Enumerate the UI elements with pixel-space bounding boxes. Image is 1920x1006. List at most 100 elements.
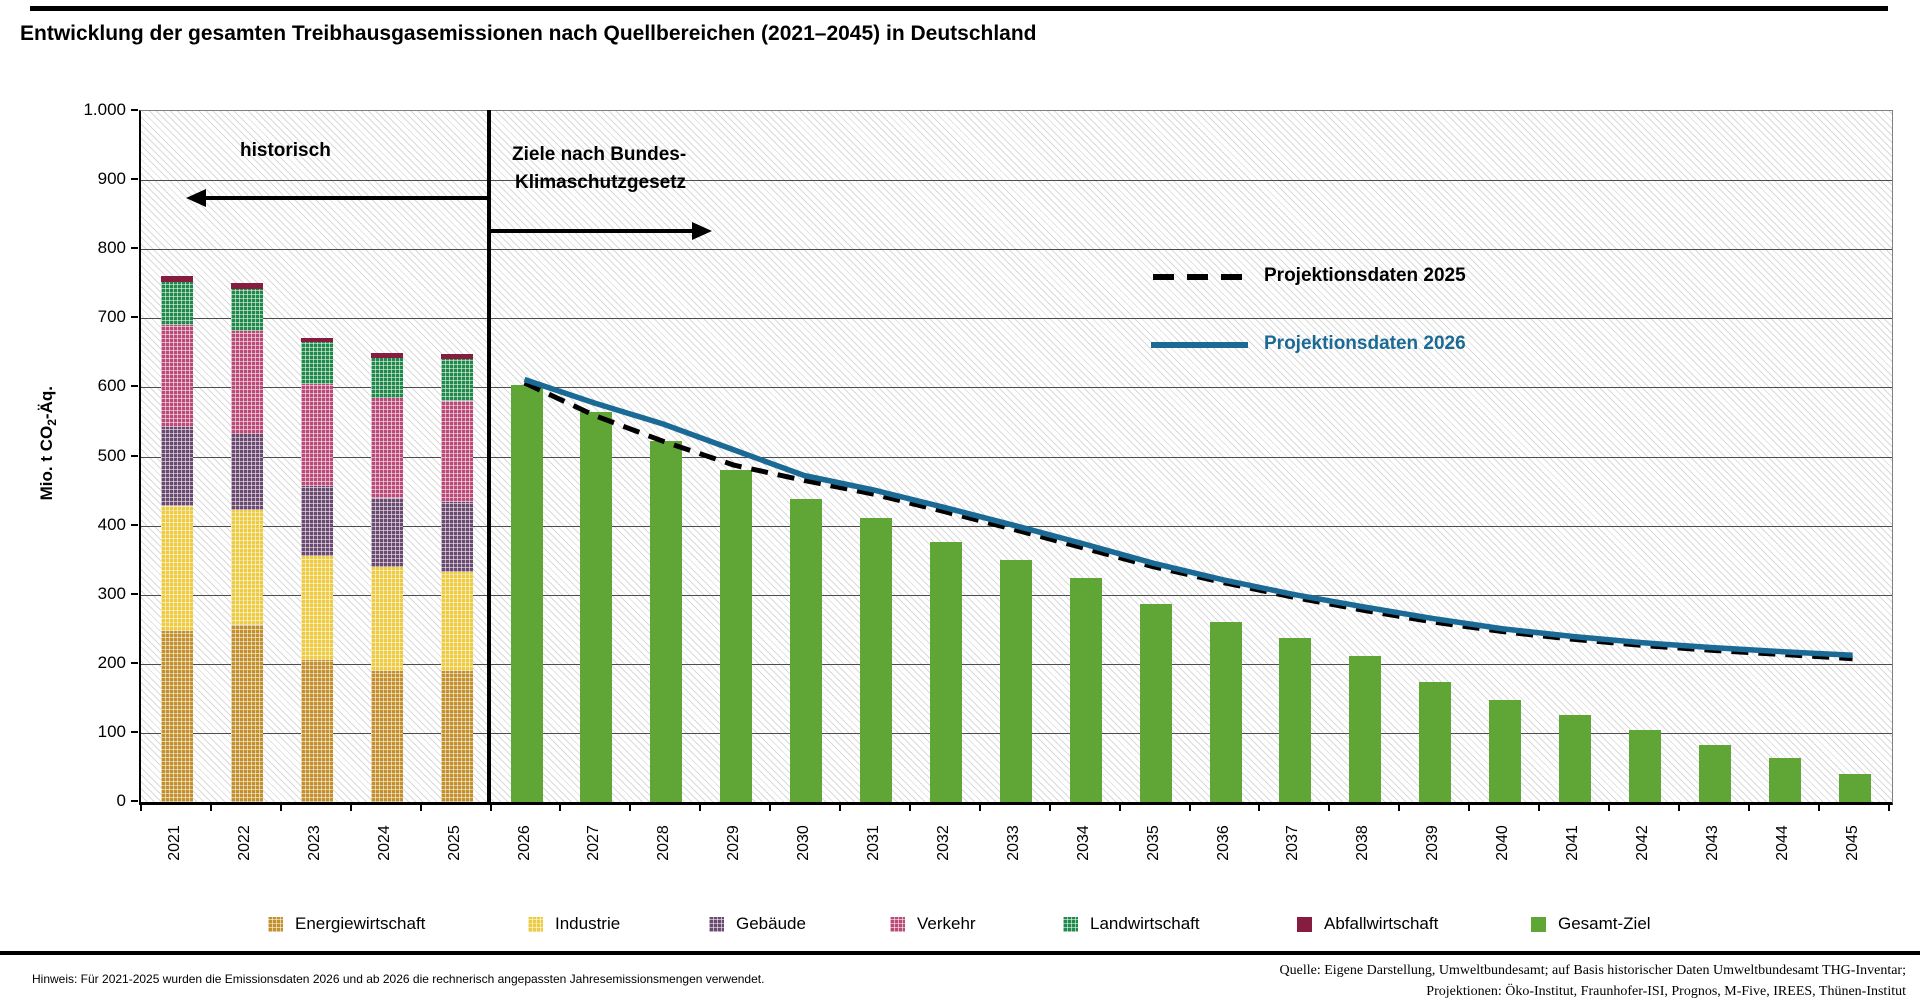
abfallwirtschaft-swatch-icon	[1297, 917, 1312, 932]
bar-2022-Gebäude	[230, 434, 263, 511]
bar-2021-Landwirtschaft	[161, 282, 193, 325]
x-tick-mark-19	[1468, 804, 1471, 811]
y-tick-mark-500	[131, 454, 138, 457]
x-tick-mark-13	[1048, 804, 1051, 811]
x-label-2031: 2031	[865, 825, 882, 861]
y-tick-label-700: 700	[97, 307, 126, 327]
bar-2024-Gebäude	[370, 497, 403, 568]
x-tick-mark-5	[489, 804, 492, 811]
legend-label-verkehr: Verkehr	[917, 914, 976, 933]
x-tick-mark-23	[1747, 804, 1750, 811]
y-tick-label-400: 400	[97, 514, 126, 534]
bottom-rule	[0, 951, 1920, 955]
x-tick-mark-7	[629, 804, 632, 811]
landwirtschaft-swatch-icon	[1063, 917, 1078, 932]
bar-2042-gesamt-ziel	[1628, 730, 1661, 802]
x-label-2040: 2040	[1494, 825, 1512, 861]
x-label-2032: 2032	[934, 825, 952, 861]
y-tick-label-0: 0	[116, 791, 126, 810]
x-tick-mark-20	[1538, 804, 1541, 811]
x-label-2030: 2030	[795, 825, 813, 861]
plot-area	[139, 110, 1893, 805]
bar-2025-Abfallwirtschaft	[440, 354, 473, 360]
x-tick-mark-10	[839, 804, 842, 811]
x-tick-mark-22	[1677, 804, 1680, 811]
bar-2041-gesamt-ziel	[1559, 714, 1591, 802]
bar-2025-Landwirtschaft	[440, 359, 473, 401]
bar-2034-gesamt-ziel	[1069, 578, 1102, 802]
verkehr-swatch-icon	[890, 917, 905, 932]
y-tick-mark-700	[131, 316, 138, 319]
legend-label-gesamt-ziel: Gesamt-Ziel	[1558, 914, 1651, 933]
x-tick-mark-8	[699, 804, 702, 811]
bar-2023-Landwirtschaft	[300, 342, 333, 384]
x-label-2033: 2033	[1004, 825, 1022, 861]
bar-2021-Verkehr	[161, 324, 193, 427]
source-note: Quelle: Eigene Darstellung, Umweltbundes…	[1280, 960, 1906, 1002]
bar-2021-Energiewirtschaft	[161, 631, 193, 802]
bar-2036-gesamt-ziel	[1209, 621, 1242, 802]
gesamt-ziel-swatch-icon	[1531, 917, 1546, 932]
x-label-2045: 2045	[1843, 825, 1861, 861]
x-label-2034: 2034	[1074, 825, 1092, 861]
legend-label-energiewirtschaft: Energiewirtschaft	[295, 914, 426, 933]
y-axis-title-sub: 2	[45, 419, 60, 426]
bar-2033-gesamt-ziel	[999, 560, 1032, 802]
bar-2022-Industrie	[230, 510, 263, 626]
bar-2029-gesamt-ziel	[720, 469, 753, 802]
y-tick-label-500: 500	[97, 445, 126, 465]
bar-2023-Gebäude	[300, 485, 333, 556]
bar-2022-Abfallwirtschaft	[230, 283, 263, 289]
y-tick-mark-200	[131, 661, 138, 664]
legend-label-landwirtschaft: Landwirtschaft	[1090, 914, 1200, 933]
x-label-2041: 2041	[1564, 825, 1581, 861]
y-tick-mark-800	[131, 247, 138, 250]
legend-label-industrie: Industrie	[555, 914, 621, 933]
bar-2024-Verkehr	[370, 397, 403, 498]
bar-2025-Industrie	[440, 571, 473, 672]
x-label-2042: 2042	[1633, 825, 1651, 861]
y-tick-label-900: 900	[97, 169, 126, 189]
gridline-500	[141, 456, 1892, 458]
x-tick-mark-12	[978, 804, 981, 811]
bar-2023-Verkehr	[300, 383, 333, 486]
y-tick-label-300: 300	[97, 583, 126, 603]
y-tick-label-200: 200	[97, 652, 126, 672]
bar-2022-Energiewirtschaft	[230, 625, 263, 802]
bar-2024-Landwirtschaft	[370, 357, 403, 398]
gridline-800	[141, 249, 1892, 251]
energiewirtschaft-swatch-icon	[268, 917, 283, 932]
bar-2030-gesamt-ziel	[790, 499, 823, 802]
bar-2045-gesamt-ziel	[1838, 774, 1871, 802]
y-tick-mark-1.000	[131, 109, 138, 111]
y-tick-mark-400	[131, 523, 138, 526]
bar-2043-gesamt-ziel	[1698, 744, 1731, 802]
x-label-2028: 2028	[655, 825, 673, 861]
x-label-2021: 2021	[166, 825, 183, 861]
bar-2040-gesamt-ziel	[1489, 699, 1522, 802]
x-tick-mark-25	[1887, 804, 1890, 811]
bar-2028-gesamt-ziel	[650, 440, 683, 802]
x-tick-mark-2	[279, 804, 282, 811]
industrie-swatch-icon	[528, 917, 543, 932]
bar-2025-Verkehr	[440, 400, 473, 503]
x-tick-mark-24	[1817, 804, 1820, 811]
y-tick-label-600: 600	[97, 376, 126, 396]
x-tick-mark-9	[769, 804, 772, 811]
annotation-targets-line1: Ziele nach Bundes-	[512, 144, 687, 165]
legend-label-projektionsdaten-2025: Projektionsdaten 2025	[1264, 265, 1466, 286]
y-tick-mark-600	[131, 385, 138, 388]
legend-solid-line-sample	[1151, 342, 1248, 348]
x-label-2029: 2029	[725, 825, 743, 861]
bar-2035-gesamt-ziel	[1139, 603, 1172, 802]
bar-2037-gesamt-ziel	[1279, 638, 1312, 802]
bar-2021-Abfallwirtschaft	[161, 276, 193, 283]
legend-label-projektionsdaten-2026: Projektionsdaten 2026	[1264, 333, 1466, 354]
x-label-2043: 2043	[1703, 825, 1721, 861]
annotation-historical: historisch	[240, 140, 331, 161]
y-tick-mark-100	[131, 730, 138, 733]
bar-2021-Industrie	[161, 506, 193, 632]
bar-2022-Landwirtschaft	[230, 288, 263, 331]
legend-label-gebäude: Gebäude	[736, 914, 806, 933]
